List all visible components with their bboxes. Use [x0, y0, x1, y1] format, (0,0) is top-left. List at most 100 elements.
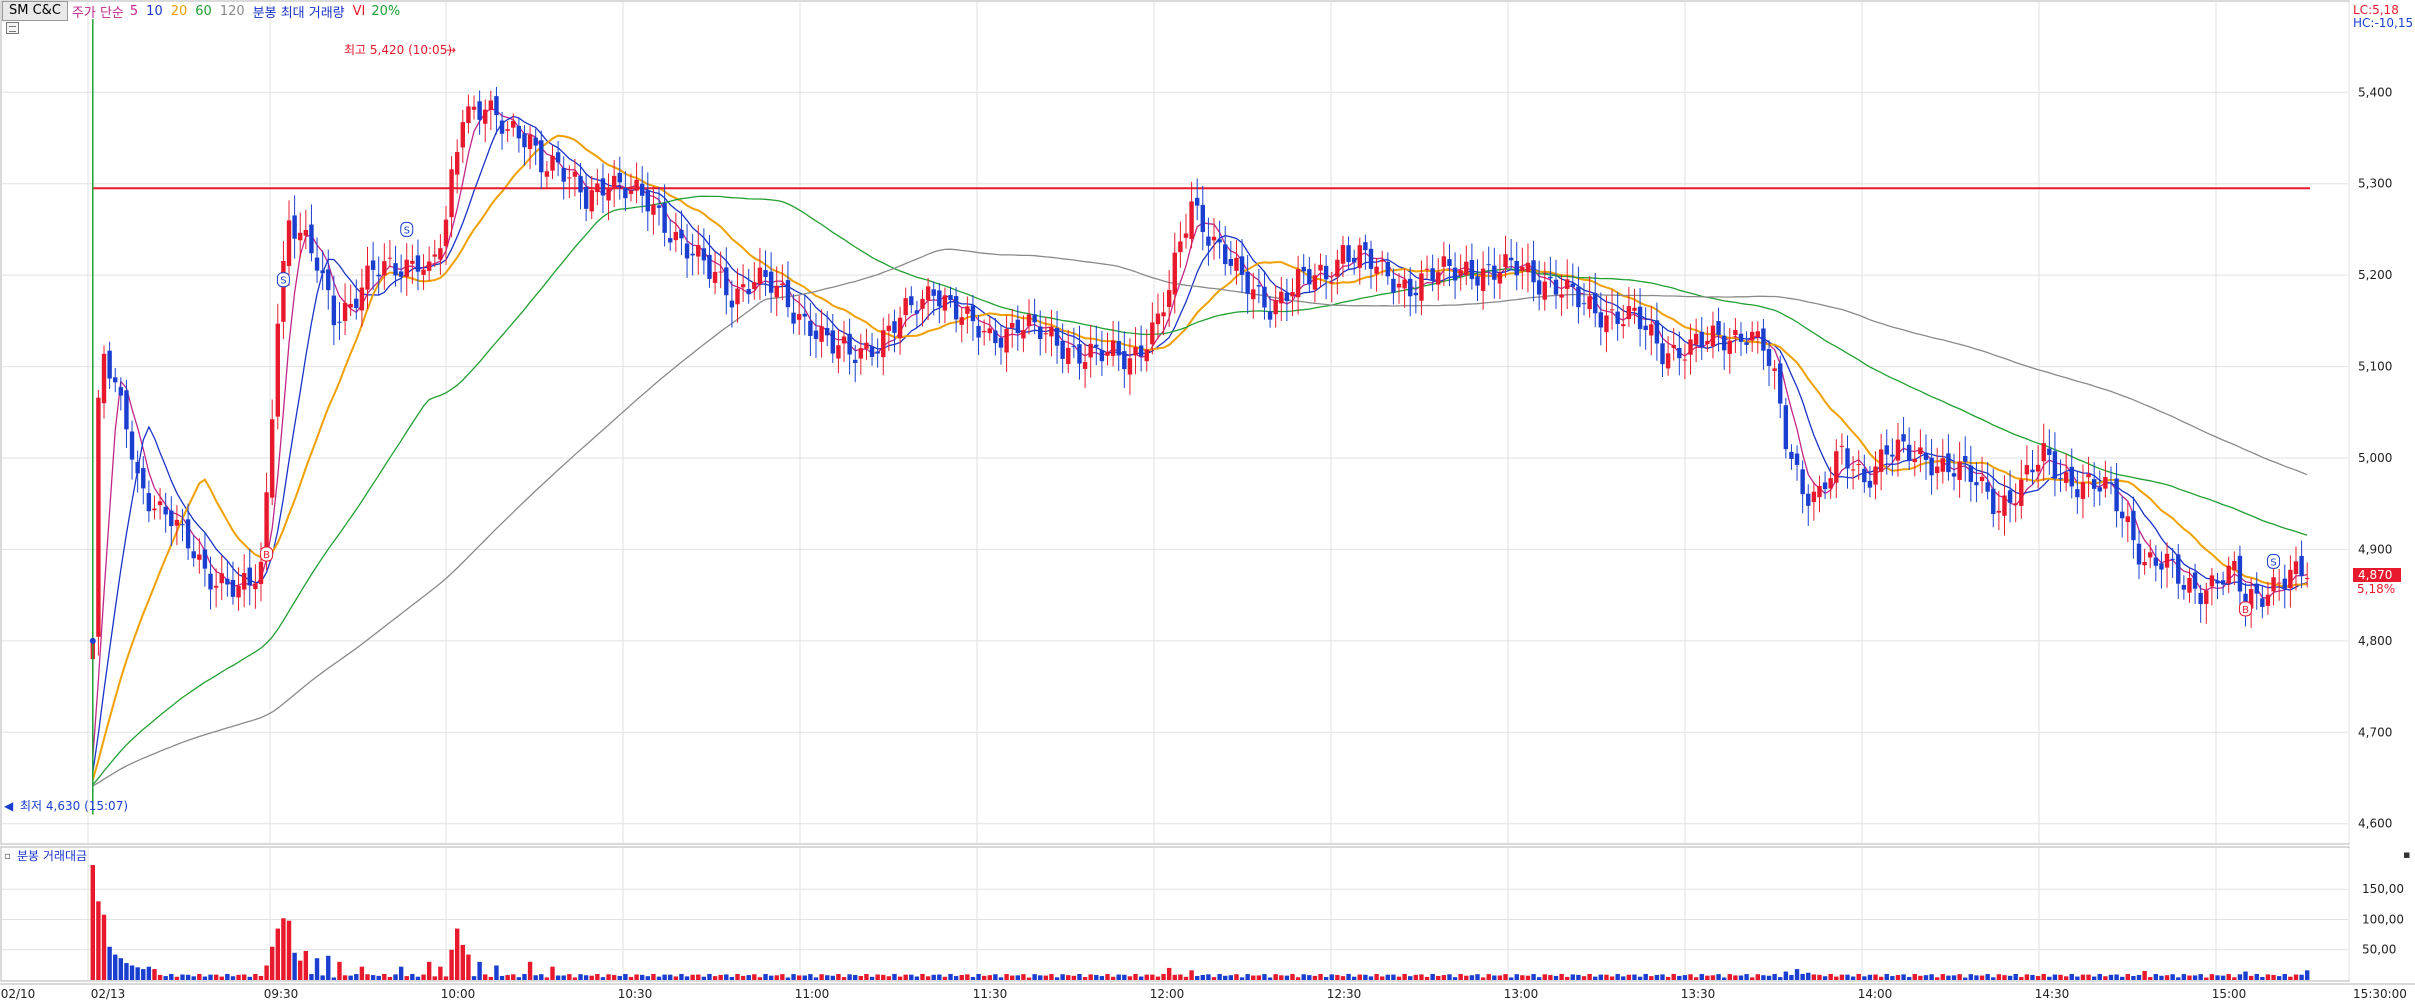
candle-body — [1817, 485, 1822, 498]
volume-bar — [236, 974, 241, 980]
volume-bar — [527, 961, 533, 980]
volume-bar — [2114, 974, 2119, 980]
candle-body — [225, 578, 230, 585]
volume-bar — [1166, 967, 1172, 980]
candle-body — [1144, 349, 1149, 362]
candle-body — [157, 501, 163, 506]
volume-bar — [841, 977, 847, 980]
volume-bar — [802, 975, 807, 980]
stock-name-tab[interactable]: SM C&C — [2, 1, 68, 21]
candle-body — [1391, 278, 1396, 293]
candle-body — [303, 229, 309, 236]
volume-bar — [808, 974, 813, 980]
volume-bar — [1862, 976, 1867, 980]
candle-layer — [89, 19, 2310, 815]
volume-bar — [286, 920, 292, 980]
candle-body — [2176, 554, 2181, 584]
price-tick-label: 4,800 — [2358, 634, 2392, 648]
candle-body — [443, 219, 449, 247]
candle-body — [197, 554, 202, 560]
volume-bar — [477, 961, 482, 980]
candle-body — [1593, 292, 1598, 314]
candle-body — [1318, 264, 1323, 271]
volume-bar — [920, 973, 925, 980]
volume-bar — [219, 976, 224, 980]
candle-body — [1133, 347, 1138, 356]
volume-bar — [2159, 975, 2164, 980]
candle-body — [567, 177, 572, 179]
candle-body — [1536, 280, 1542, 295]
chart-settings-icon[interactable] — [6, 22, 19, 34]
candle-body — [1430, 268, 1435, 281]
volume-bar — [1251, 975, 1256, 980]
volume-bar — [1150, 974, 1155, 980]
candle-body — [1223, 244, 1228, 265]
volume-bar — [1940, 974, 1946, 980]
volume-bar — [258, 975, 264, 980]
volume-bar — [124, 963, 129, 980]
candle-body — [847, 333, 852, 355]
ma-60-label: 60 — [195, 3, 212, 19]
volume-bar — [1660, 974, 1665, 980]
volume-bar — [981, 975, 987, 980]
volume-bar — [600, 977, 606, 980]
candle-body — [1211, 236, 1217, 241]
volume-bar — [1794, 969, 1800, 980]
volume-bar — [2243, 971, 2248, 980]
candle-body — [1721, 335, 1727, 351]
volume-panel-icon[interactable]: ▫ — [4, 851, 11, 862]
candle-body — [1166, 290, 1172, 307]
volume-bar — [1559, 973, 1564, 980]
volume-bar — [454, 928, 460, 980]
volume-bar — [791, 974, 796, 980]
high-annotation-arrow: → — [446, 43, 456, 57]
volume-bar — [1873, 974, 1878, 980]
price-tick-label: 4,600 — [2358, 817, 2392, 831]
candle-body — [785, 280, 791, 308]
volume-bar — [1766, 975, 1772, 980]
candle-body — [2209, 575, 2215, 587]
candle-body — [1934, 466, 1940, 474]
volume-bar — [1884, 973, 1889, 980]
candle-body — [791, 312, 796, 324]
candle-body — [824, 327, 830, 336]
candle-body — [163, 506, 168, 515]
volume-bar — [1480, 977, 1486, 980]
candle-body — [2131, 510, 2136, 541]
volume-bar — [511, 974, 516, 980]
candle-body — [724, 267, 729, 296]
volume-bar — [1957, 974, 1962, 980]
candle-body — [1929, 457, 1934, 476]
volume-bar — [942, 976, 948, 980]
volume-bar — [415, 976, 421, 980]
volume-bar — [163, 976, 168, 980]
candle-body — [2271, 577, 2276, 592]
candle-body — [2220, 580, 2226, 585]
candle-body — [359, 287, 365, 311]
volume-bar — [2220, 975, 2226, 980]
candle-body — [1054, 328, 1060, 346]
candle-body — [1447, 259, 1452, 267]
volume-bar — [1772, 974, 1777, 980]
volume-panel-collapse-icon[interactable]: ▪ — [2403, 848, 2410, 861]
candle-body — [606, 188, 611, 201]
volume-bar — [634, 974, 639, 980]
volume-bar — [2288, 976, 2293, 980]
volume-bar — [724, 974, 729, 980]
volume-bar — [269, 946, 275, 980]
candle-body — [174, 519, 180, 526]
volume-bar — [1155, 976, 1161, 980]
candle-body — [2119, 511, 2125, 519]
candle-body — [1194, 197, 1200, 206]
candle-body — [679, 229, 684, 239]
volume-bar — [1615, 973, 1620, 980]
volume-bar — [1189, 970, 1194, 980]
candle-body — [1974, 482, 1979, 486]
low-annotation-arrow: ◀ — [4, 799, 14, 813]
candle-body — [2047, 448, 2052, 455]
volume-bar — [572, 977, 578, 980]
volume-bar — [309, 974, 314, 980]
last-change-label: 5,18% — [2357, 582, 2395, 596]
candle-body — [1918, 447, 1923, 454]
volume-bar — [1178, 974, 1183, 980]
